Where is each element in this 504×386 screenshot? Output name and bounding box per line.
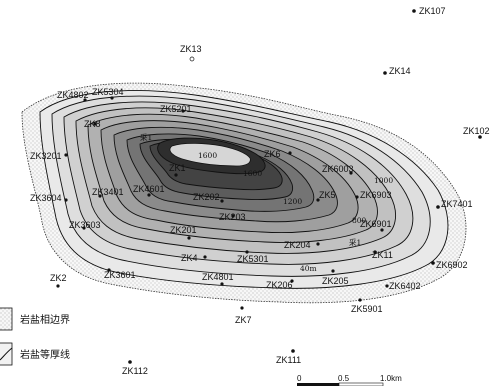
legend-label: 岩盐等厚线: [20, 348, 70, 361]
isopach-core-highlight: [169, 143, 251, 167]
borehole: ZK107: [412, 6, 446, 16]
borehole: ZK4802: [57, 90, 89, 102]
borehole-label: ZK13: [180, 44, 202, 54]
borehole: ZK112: [122, 360, 148, 376]
borehole-label: ZK7401: [441, 199, 473, 209]
borehole-label: ZK5201: [160, 104, 192, 114]
contour-label: 采1: [349, 237, 361, 247]
borehole: ZK204: [284, 240, 320, 250]
borehole: ZK2: [50, 273, 67, 288]
borehole: ZK5304: [92, 87, 124, 100]
scale-bar: 0 0.5 1.0km: [297, 374, 402, 386]
legend: 岩盐相边界 岩盐等厚线: [0, 307, 70, 366]
contour-value-labels: 采1 1600 1600 1200 800 采1 40m 1000: [140, 132, 393, 273]
borehole-layer: ZK107 ZK13 ZK14 ZK4802 ZK5304 ZK5201 ZK8…: [30, 6, 490, 376]
borehole-label: ZK3401: [92, 187, 124, 197]
borehole: ZK6901: [360, 219, 392, 232]
borehole: ZK5901: [351, 298, 383, 314]
borehole: ZK1: [169, 163, 186, 177]
borehole-label: ZK5901: [351, 304, 383, 314]
borehole: ZK3401: [92, 187, 124, 198]
legend-label: 岩盐相边界: [20, 313, 70, 326]
borehole-label: ZK4601: [133, 184, 165, 194]
contour-label: 1000: [374, 176, 393, 185]
borehole: ZK3601: [104, 268, 136, 280]
borehole: ZK102: [463, 126, 490, 139]
borehole: ZK14: [383, 66, 411, 76]
borehole: ZK203: [219, 212, 246, 222]
borehole-label: ZK6902: [436, 260, 468, 270]
contour-label: 采1: [140, 132, 152, 142]
borehole-label: ZK6: [264, 149, 281, 159]
borehole: ZK206: [266, 279, 294, 290]
borehole-label: ZK102: [463, 126, 490, 136]
borehole: ZK11: [372, 250, 393, 260]
borehole: ZK6003: [322, 164, 354, 175]
legend-item-isopach: 岩盐等厚线: [0, 342, 70, 366]
borehole-label: ZK201: [170, 225, 197, 235]
borehole: ZK4601: [133, 184, 165, 197]
borehole-label: ZK111: [276, 355, 301, 365]
legend-item-facies-boundary: 岩盐相边界: [0, 307, 70, 331]
contour-label: 40m: [300, 264, 317, 273]
borehole-label: ZK1: [169, 163, 186, 173]
borehole-label: ZK4: [181, 253, 198, 263]
borehole: ZK5: [316, 190, 336, 202]
scale-tick-label: 0.5: [338, 374, 350, 383]
borehole: ZK6902: [431, 260, 468, 270]
contour-label: 800: [352, 216, 367, 225]
borehole: ZK3201: [30, 151, 68, 161]
borehole-label: ZK5304: [92, 87, 124, 97]
borehole-label: ZK3603: [69, 220, 101, 230]
borehole: ZK202: [193, 192, 224, 203]
borehole-label: ZK203: [219, 212, 246, 222]
borehole: ZK3604: [30, 193, 68, 203]
borehole-label: ZK3201: [30, 151, 62, 161]
borehole-label: ZK6402: [389, 281, 421, 291]
borehole-label: ZK6901: [360, 219, 392, 229]
isopach-contours: [39, 90, 449, 289]
borehole-label: ZK8: [84, 119, 101, 129]
borehole-label: ZK7: [235, 315, 252, 325]
borehole: ZK6903: [355, 190, 392, 200]
borehole-label: ZK205: [322, 276, 349, 286]
borehole: ZK7401: [436, 199, 473, 209]
borehole-label: ZK202: [193, 192, 220, 202]
borehole: ZK205: [322, 269, 349, 286]
borehole-label: ZK112: [122, 366, 148, 376]
borehole-label: ZK14: [389, 66, 411, 76]
borehole: ZK7: [235, 306, 252, 325]
borehole: ZK5301: [237, 250, 269, 264]
borehole-label: ZK5301: [237, 254, 269, 264]
borehole-label: ZK6903: [360, 190, 392, 200]
borehole: ZK201: [170, 225, 197, 240]
borehole: ZK4801: [202, 272, 234, 286]
borehole-label: ZK5: [319, 190, 336, 200]
borehole-label: ZK6003: [322, 164, 354, 174]
borehole-label: ZK3604: [30, 193, 62, 203]
borehole: ZK8: [84, 119, 101, 129]
borehole-label: ZK204: [284, 240, 311, 250]
borehole-label: ZK3601: [104, 270, 136, 280]
borehole: ZK13: [180, 44, 202, 62]
borehole-label: ZK2: [50, 273, 67, 283]
contour-label: 1200: [283, 197, 302, 206]
scale-tick-label: 1.0km: [380, 374, 402, 383]
borehole: ZK111: [276, 349, 301, 365]
borehole: ZK6: [264, 149, 292, 159]
borehole: ZK5201: [160, 104, 192, 114]
borehole-label: ZK206: [266, 280, 293, 290]
borehole-label: ZK4801: [202, 272, 234, 282]
borehole-label: ZK4802: [57, 90, 89, 100]
contour-label: 1600: [243, 169, 262, 178]
contour-label: 1600: [198, 151, 217, 160]
borehole: ZK4: [181, 253, 207, 263]
scale-tick-label: 0: [297, 374, 302, 383]
borehole-label: ZK11: [372, 250, 393, 260]
borehole: ZK6402: [385, 281, 421, 291]
borehole: ZK3603: [69, 220, 101, 230]
borehole-label: ZK107: [419, 6, 446, 16]
